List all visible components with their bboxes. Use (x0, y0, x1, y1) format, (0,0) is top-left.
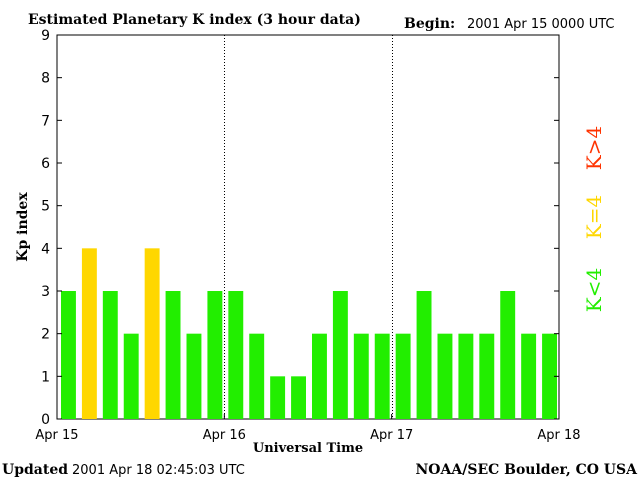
x-tick-label: Apr 16 (203, 428, 246, 443)
updated-value: 2001 Apr 18 02:45:03 UTC (72, 463, 245, 478)
kp-bar (61, 291, 76, 419)
y-ticks: 0 1 2 3 4 5 6 7 8 9 (41, 28, 559, 428)
y-tick-label: 1 (41, 369, 50, 385)
kp-bar (542, 333, 557, 419)
kp-bar (500, 291, 516, 419)
begin-label: Begin: (404, 16, 455, 32)
kp-bar (186, 333, 202, 419)
legend-k-below-4: K<4 (582, 268, 606, 312)
y-tick-label: 9 (41, 28, 50, 44)
day-dividers (224, 35, 393, 419)
kp-bar (270, 376, 286, 419)
x-tick-label: Apr 18 (537, 428, 580, 443)
kp-bar (81, 248, 97, 419)
kp-bar (437, 333, 453, 419)
kp-bar (102, 291, 118, 419)
chart-title: Estimated Planetary K index (3 hour data… (28, 12, 361, 28)
begin-value: 2001 Apr 15 0000 UTC (467, 17, 615, 32)
y-tick-label: 6 (41, 156, 50, 172)
source-credit: NOAA/SEC Boulder, CO USA (416, 462, 639, 478)
y-tick-label: 0 (41, 412, 50, 428)
x-ticks: Apr 15 Apr 16 Apr 17 Apr 18 (35, 414, 581, 443)
x-tick-label: Apr 15 (35, 428, 78, 443)
bars (61, 248, 557, 419)
kp-bar (521, 333, 537, 419)
kp-bar (165, 291, 181, 419)
y-tick-label: 7 (41, 113, 50, 129)
y-tick-label: 2 (41, 327, 50, 343)
y-tick-label: 8 (41, 71, 50, 87)
y-tick-label: 3 (41, 284, 50, 300)
kp-bar (312, 333, 327, 419)
x-tick-label: Apr 17 (370, 428, 413, 443)
kp-bar (479, 333, 495, 419)
kp-bar (458, 333, 474, 419)
kp-bar (123, 333, 139, 419)
y-axis-label: Kp index (15, 192, 31, 262)
plot-frame (56, 34, 560, 420)
updated-label: Updated (2, 462, 68, 478)
kp-bar (291, 376, 306, 419)
kp-bar (395, 333, 411, 419)
legend-k-above-4: K>4 (582, 126, 606, 170)
y-tick-label: 5 (41, 199, 50, 215)
kp-bar (207, 291, 223, 419)
kp-bar (249, 333, 265, 419)
y-tick-label: 4 (41, 241, 50, 257)
kp-bar (144, 248, 160, 419)
legend-k-equal-4: K=4 (582, 195, 606, 239)
x-axis-label: Universal Time (253, 441, 363, 456)
kp-bar (374, 333, 390, 419)
kp-bar (416, 291, 432, 419)
kp-bar (332, 291, 348, 419)
kp-bar (353, 333, 369, 419)
kp-bar (228, 291, 244, 419)
